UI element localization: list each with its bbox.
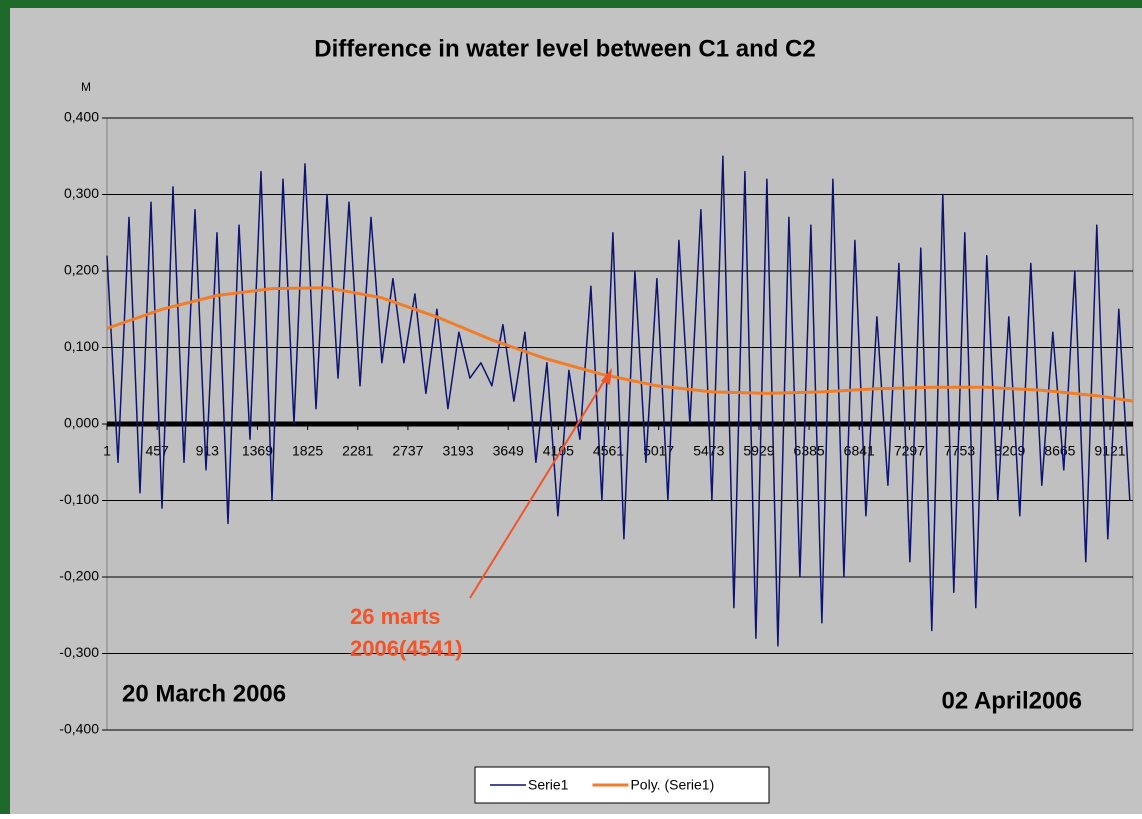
x-tick-label: 1369 [242,443,273,459]
annotation: 26 marts [350,604,441,629]
x-tick-label: 3649 [493,443,524,459]
x-tick-label: 5929 [743,443,774,459]
y-tick-label: 0,300 [64,185,99,201]
x-tick-label: 4561 [593,443,624,459]
y-tick-label: 0,100 [64,338,99,354]
y-tick-label: -0,400 [59,721,99,737]
x-tick-label: 5473 [693,443,724,459]
x-tick-label: 1825 [292,443,323,459]
y-tick-label: -0,100 [59,491,99,507]
x-tick-label: 3193 [442,443,473,459]
start-date: 20 March 2006 [122,680,286,707]
x-tick-label: 7297 [894,443,925,459]
x-tick-label: 2737 [392,443,423,459]
y-axis-label: M [81,80,91,94]
legend-label: Poly. (Serie1) [630,777,714,793]
x-tick-label: 457 [145,443,169,459]
x-tick-label: 8665 [1044,443,1075,459]
legend-label: Serie1 [528,777,569,793]
x-tick-label: 9121 [1094,443,1125,459]
y-tick-label: 0,000 [64,415,99,431]
x-tick-label: 4105 [543,443,574,459]
y-tick-label: 0,200 [64,262,99,278]
series-line [106,286,1134,403]
annotation-arrow [469,377,607,599]
x-tick-label: 2281 [342,443,373,459]
x-tick-label: 6385 [794,443,825,459]
x-tick-label: 7753 [944,443,975,459]
x-tick-label: 6841 [844,443,875,459]
y-tick-label: -0,300 [59,644,99,660]
x-tick-label: 5017 [643,443,674,459]
x-tick-label: 1 [103,443,111,459]
y-tick-label: -0,200 [59,568,99,584]
end-date: 02 April2006 [941,687,1082,714]
y-tick-label: 0,400 [64,109,99,125]
annotation: 2006(4541) [350,636,463,661]
chart-title: Difference in water level between C1 and… [314,35,816,62]
series-line [106,155,1131,647]
plot-area: -0,400 -0,300 -0,200 -0,100 0,000 0,100 0,200 0… [59,109,1134,737]
arrow-head [601,368,612,385]
x-tick-label: 8209 [994,443,1025,459]
